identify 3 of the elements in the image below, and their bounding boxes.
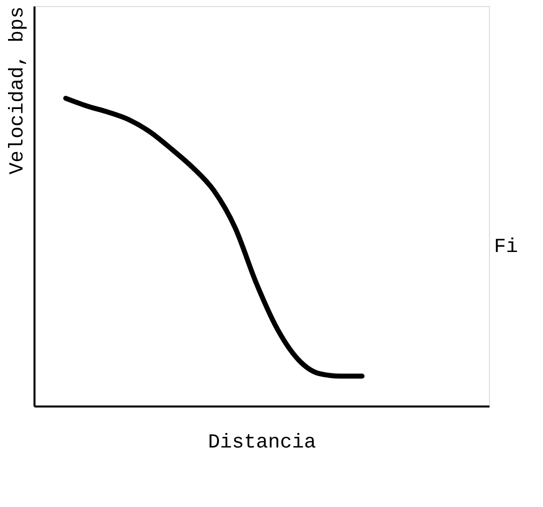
y-axis-title: Velocidad, bps	[6, 6, 30, 175]
text: Fi	[494, 236, 518, 259]
x-axis-title: Distancia	[208, 432, 316, 454]
